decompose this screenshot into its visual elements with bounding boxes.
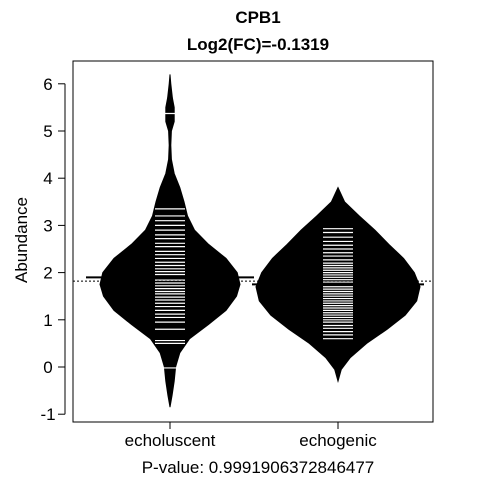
y-tick-label: 3 bbox=[43, 216, 52, 235]
y-tick-label: 0 bbox=[43, 358, 52, 377]
means-layer bbox=[86, 276, 424, 286]
x-category-label: echoluscent bbox=[125, 431, 216, 450]
y-tick-label: 6 bbox=[43, 75, 52, 94]
y-axis: -1 0 1 2 3 4 5 6 bbox=[40, 75, 66, 424]
y-tick-label: 5 bbox=[43, 122, 52, 141]
chart-title: CPB1 bbox=[235, 8, 280, 27]
y-tick-label: 1 bbox=[43, 311, 52, 330]
plot-frame bbox=[72, 60, 434, 423]
x-axis-label: P-value: 0.9991906372846477 bbox=[142, 458, 375, 477]
x-axis-categories: echoluscent echogenic bbox=[125, 422, 377, 450]
y-tick-label: 2 bbox=[43, 264, 52, 283]
chart-subtitle: Log2(FC)=-0.1319 bbox=[187, 35, 329, 54]
y-axis-label: Abundance bbox=[12, 197, 31, 283]
y-tick-label: -1 bbox=[40, 405, 55, 424]
y-tick-label: 4 bbox=[43, 169, 52, 188]
beans-layer bbox=[99, 74, 421, 408]
bean-shape-echoluscent bbox=[99, 74, 241, 408]
x-category-label: echogenic bbox=[299, 431, 377, 450]
